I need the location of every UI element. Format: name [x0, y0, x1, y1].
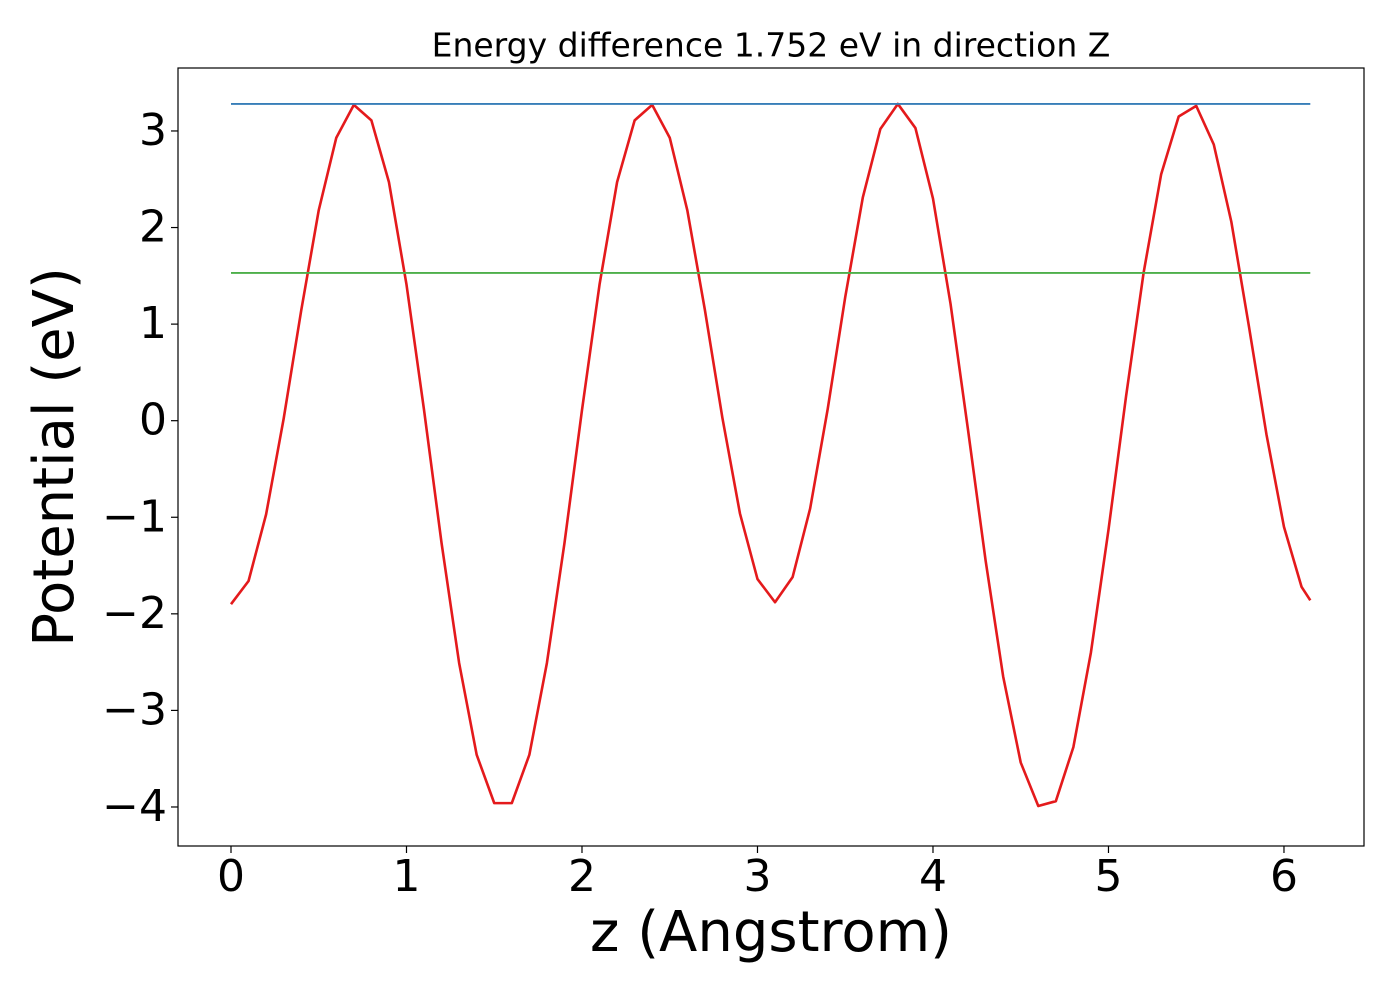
- x-tick-label: 4: [919, 851, 947, 902]
- x-tick-label: 6: [1270, 851, 1298, 902]
- x-tick-label: 5: [1094, 851, 1122, 902]
- data-line: [229, 102, 1312, 808]
- y-axis-label: Potential (eV): [22, 267, 87, 647]
- chart-title: Energy difference 1.752 eV in direction …: [432, 26, 1111, 65]
- y-tick-label: −1: [102, 491, 167, 542]
- y-tick-label: 3: [139, 105, 167, 156]
- y-tick-label: −3: [102, 684, 167, 735]
- x-axis-label: z (Angstrom): [590, 900, 952, 965]
- x-tick-label: 0: [217, 851, 245, 902]
- y-tick-label: 0: [139, 395, 167, 446]
- x-tick-label: 1: [392, 851, 420, 902]
- x-tick-label: 3: [743, 851, 771, 902]
- y-tick-label: −2: [102, 588, 167, 639]
- y-tick-label: −4: [102, 781, 167, 832]
- plot-frame: [177, 67, 1365, 847]
- y-tick-label: 2: [139, 202, 167, 253]
- y-tick-label: 1: [139, 298, 167, 349]
- x-tick-label: 2: [568, 851, 596, 902]
